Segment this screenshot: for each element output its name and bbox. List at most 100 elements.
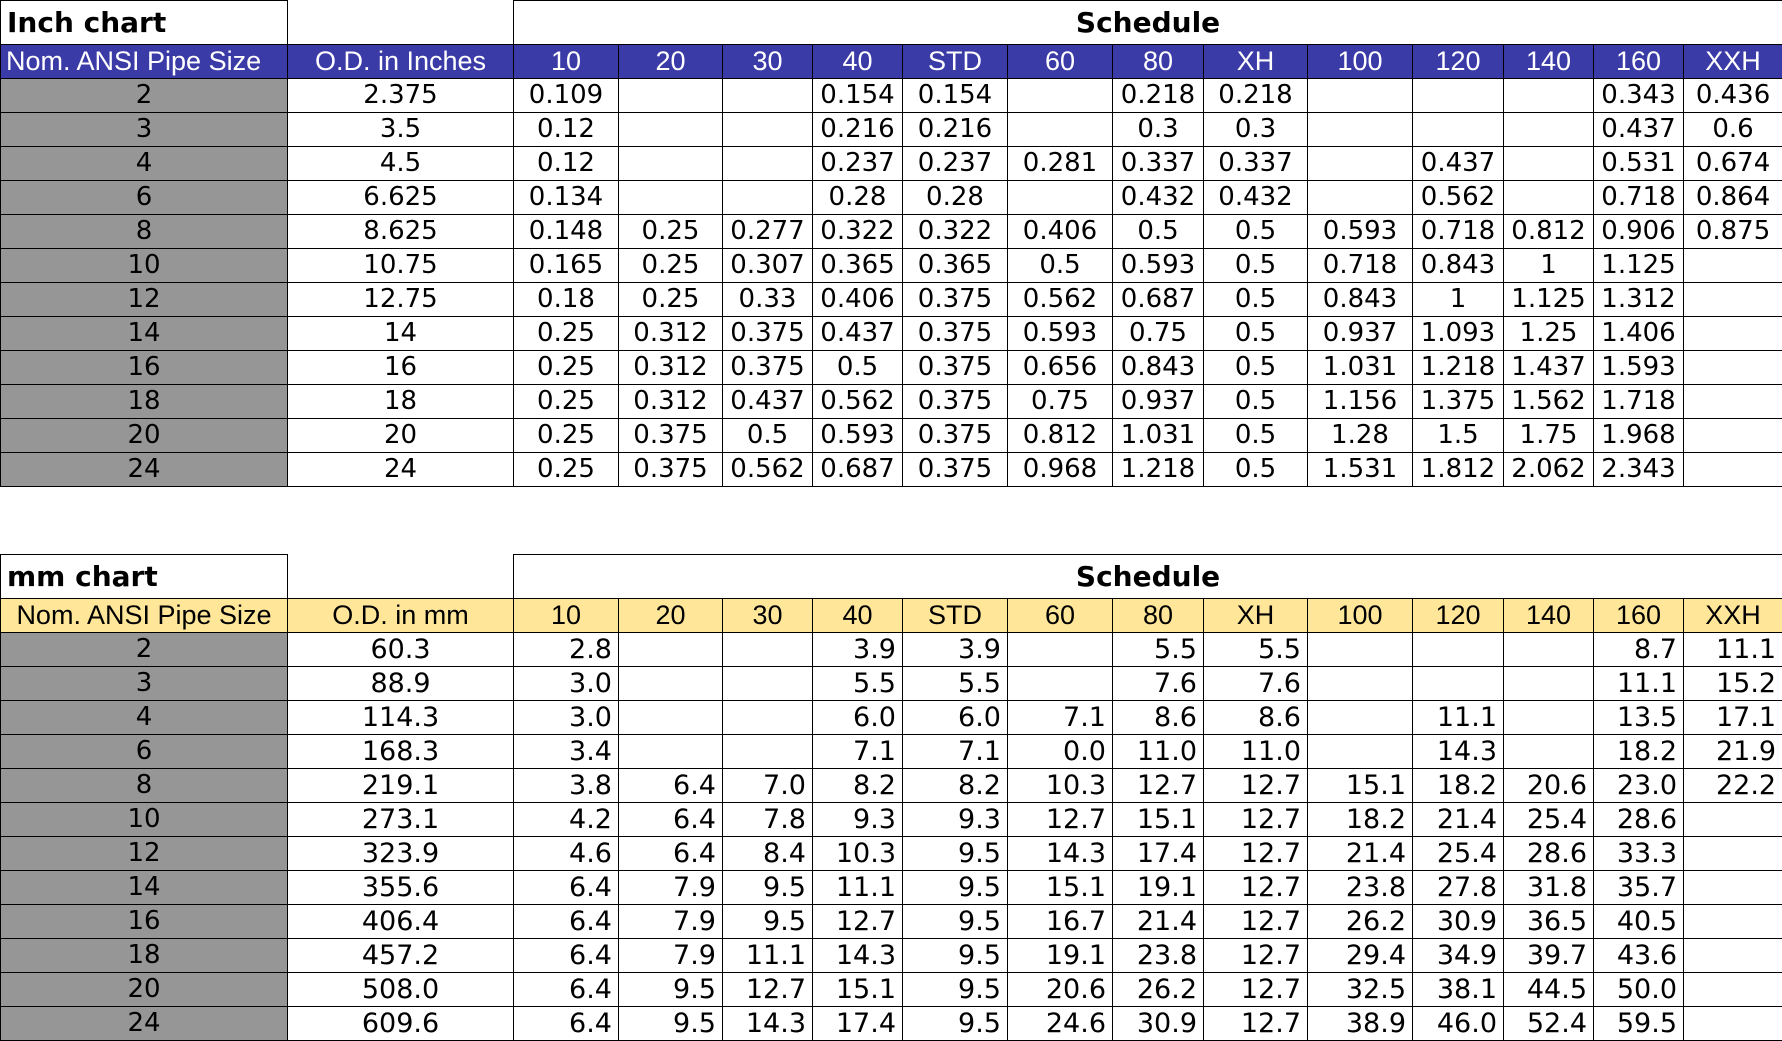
inch-chart-table: Inch chart Schedule Nom. ANSI Pipe Size … bbox=[0, 0, 1782, 487]
wall-thickness-cell: 11.1 bbox=[1413, 701, 1504, 735]
pipe-size-cell: 20 bbox=[1, 419, 288, 453]
wall-thickness-cell: 9.5 bbox=[619, 973, 723, 1007]
wall-thickness-cell: 28.6 bbox=[1594, 803, 1684, 837]
wall-thickness-cell: 0.593 bbox=[1113, 249, 1204, 283]
pipe-size-cell: 24 bbox=[1, 1007, 288, 1041]
wall-thickness-cell: 6.0 bbox=[903, 701, 1008, 735]
wall-thickness-cell bbox=[723, 667, 813, 701]
wall-thickness-cell: 18.2 bbox=[1413, 769, 1504, 803]
pipe-size-cell: 20 bbox=[1, 973, 288, 1007]
wall-thickness-cell: 1.093 bbox=[1413, 317, 1504, 351]
wall-thickness-cell: 0.906 bbox=[1594, 215, 1684, 249]
wall-thickness-cell: 7.8 bbox=[723, 803, 813, 837]
mm-schedule-header: 40 bbox=[813, 599, 903, 633]
outer-diameter-cell: 24 bbox=[288, 453, 514, 487]
wall-thickness-cell: 3.0 bbox=[514, 701, 619, 735]
wall-thickness-cell: 9.5 bbox=[619, 1007, 723, 1041]
wall-thickness-cell bbox=[1504, 633, 1594, 667]
mm-schedule-header: 100 bbox=[1308, 599, 1413, 633]
outer-diameter-cell: 168.3 bbox=[288, 735, 514, 769]
wall-thickness-cell bbox=[1504, 735, 1594, 769]
outer-diameter-cell: 355.6 bbox=[288, 871, 514, 905]
wall-thickness-cell: 0.968 bbox=[1008, 453, 1113, 487]
mm-chart-body: mm chart Schedule Nom. ANSI Pipe Size O.… bbox=[1, 555, 1782, 1041]
wall-thickness-cell: 0.25 bbox=[514, 385, 619, 419]
wall-thickness-cell: 9.3 bbox=[903, 803, 1008, 837]
pipe-size-cell: 8 bbox=[1, 769, 288, 803]
wall-thickness-cell: 0.6 bbox=[1684, 113, 1782, 147]
wall-thickness-cell bbox=[619, 701, 723, 735]
wall-thickness-cell: 0.134 bbox=[514, 181, 619, 215]
inch-schedule-header: XH bbox=[1204, 45, 1308, 79]
wall-thickness-cell bbox=[1684, 803, 1782, 837]
wall-thickness-cell: 0.25 bbox=[514, 419, 619, 453]
wall-thickness-cell: 29.4 bbox=[1308, 939, 1413, 973]
wall-thickness-cell: 35.7 bbox=[1594, 871, 1684, 905]
wall-thickness-cell: 1.593 bbox=[1594, 351, 1684, 385]
wall-thickness-cell: 0.432 bbox=[1204, 181, 1308, 215]
wall-thickness-cell: 12.7 bbox=[1204, 871, 1308, 905]
wall-thickness-cell bbox=[1504, 701, 1594, 735]
wall-thickness-cell: 0.843 bbox=[1413, 249, 1504, 283]
wall-thickness-cell: 30.9 bbox=[1113, 1007, 1204, 1041]
wall-thickness-cell: 38.9 bbox=[1308, 1007, 1413, 1041]
wall-thickness-cell: 0.436 bbox=[1684, 79, 1782, 113]
wall-thickness-cell bbox=[723, 113, 813, 147]
wall-thickness-cell: 5.5 bbox=[903, 667, 1008, 701]
wall-thickness-cell: 0.375 bbox=[619, 453, 723, 487]
wall-thickness-cell: 1.5 bbox=[1413, 419, 1504, 453]
wall-thickness-cell bbox=[1008, 113, 1113, 147]
wall-thickness-cell: 5.5 bbox=[813, 667, 903, 701]
pipe-size-cell: 2 bbox=[1, 79, 288, 113]
wall-thickness-cell: 0.75 bbox=[1113, 317, 1204, 351]
wall-thickness-cell bbox=[1413, 667, 1504, 701]
wall-thickness-cell bbox=[1684, 1007, 1782, 1041]
wall-thickness-cell: 8.2 bbox=[903, 769, 1008, 803]
wall-thickness-cell bbox=[1684, 453, 1782, 487]
outer-diameter-cell: 12.75 bbox=[288, 283, 514, 317]
wall-thickness-cell: 1.718 bbox=[1594, 385, 1684, 419]
wall-thickness-cell: 1.25 bbox=[1504, 317, 1594, 351]
wall-thickness-cell: 7.1 bbox=[1008, 701, 1113, 735]
wall-thickness-cell: 12.7 bbox=[1204, 769, 1308, 803]
wall-thickness-cell: 7.1 bbox=[813, 735, 903, 769]
wall-thickness-cell: 0.33 bbox=[723, 283, 813, 317]
wall-thickness-cell bbox=[1308, 667, 1413, 701]
wall-thickness-cell bbox=[619, 633, 723, 667]
wall-thickness-cell: 0.375 bbox=[903, 283, 1008, 317]
inch-size-header: Nom. ANSI Pipe Size bbox=[1, 45, 288, 79]
wall-thickness-cell bbox=[723, 79, 813, 113]
wall-thickness-cell bbox=[1504, 667, 1594, 701]
wall-thickness-cell: 0.337 bbox=[1204, 147, 1308, 181]
wall-thickness-cell bbox=[1504, 181, 1594, 215]
wall-thickness-cell bbox=[619, 735, 723, 769]
wall-thickness-cell bbox=[1684, 317, 1782, 351]
wall-thickness-cell: 12.7 bbox=[1204, 973, 1308, 1007]
wall-thickness-cell bbox=[1008, 667, 1113, 701]
wall-thickness-cell: 0.718 bbox=[1413, 215, 1504, 249]
mm-schedule-header: 140 bbox=[1504, 599, 1594, 633]
wall-thickness-cell: 0.562 bbox=[1008, 283, 1113, 317]
wall-thickness-cell bbox=[1504, 113, 1594, 147]
wall-thickness-cell: 7.6 bbox=[1113, 667, 1204, 701]
wall-thickness-cell bbox=[1308, 735, 1413, 769]
wall-thickness-cell: 1.125 bbox=[1504, 283, 1594, 317]
wall-thickness-cell: 15.2 bbox=[1684, 667, 1782, 701]
wall-thickness-cell: 14.3 bbox=[1008, 837, 1113, 871]
wall-thickness-cell: 8.6 bbox=[1113, 701, 1204, 735]
wall-thickness-cell: 19.1 bbox=[1113, 871, 1204, 905]
wall-thickness-cell: 0.237 bbox=[903, 147, 1008, 181]
wall-thickness-cell: 11.1 bbox=[723, 939, 813, 973]
wall-thickness-cell: 0.312 bbox=[619, 385, 723, 419]
wall-thickness-cell: 0.307 bbox=[723, 249, 813, 283]
wall-thickness-cell: 3.9 bbox=[813, 633, 903, 667]
outer-diameter-cell: 8.625 bbox=[288, 215, 514, 249]
